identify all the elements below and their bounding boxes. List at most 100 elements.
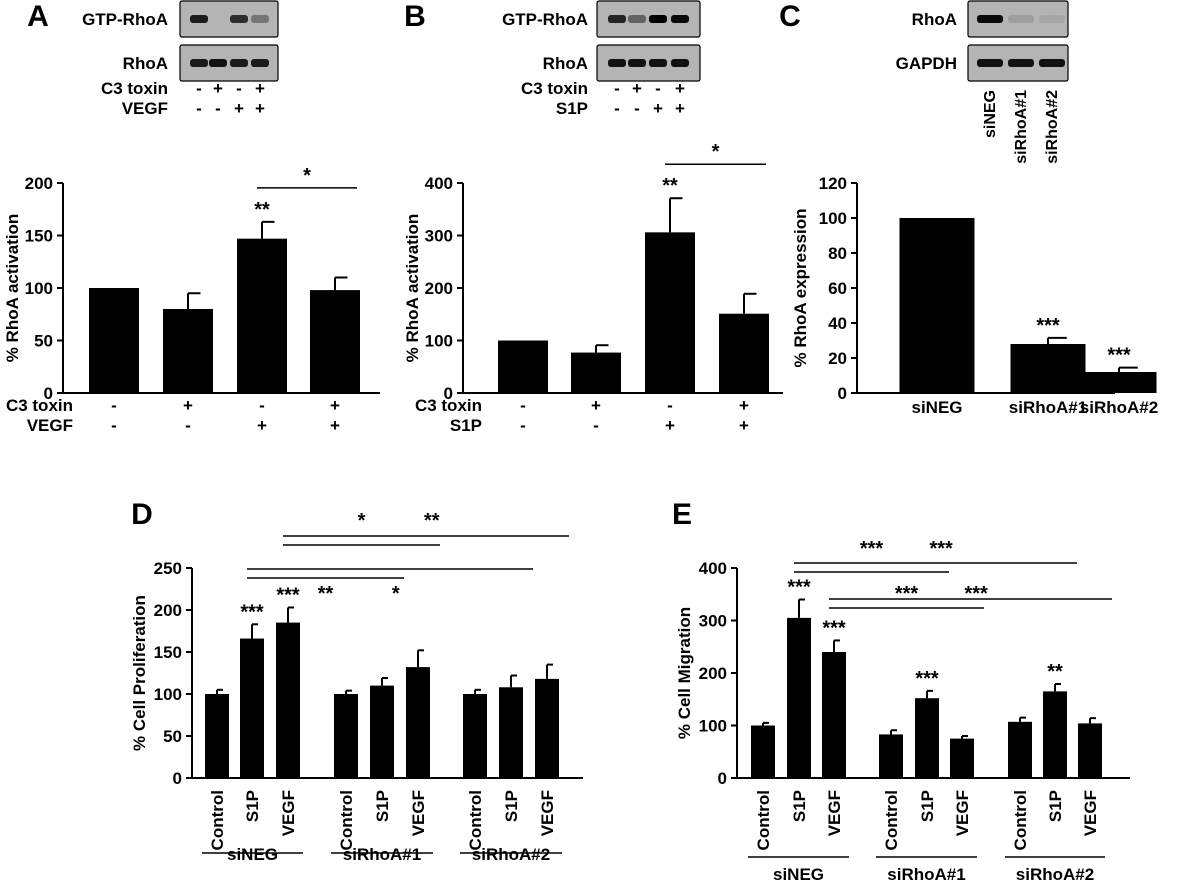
panel-a-blot-label: GTP-RhoA (82, 10, 168, 29)
panel-e-y-tick-label: 400 (699, 559, 727, 578)
panel-e-significance-star: *** (787, 577, 811, 599)
panel-d-significance-star: ** (318, 583, 334, 605)
panel-e-significance-star: *** (895, 583, 919, 605)
panel-a-blot-band (251, 15, 269, 23)
panel-b-blot-sign: - (655, 79, 661, 98)
panel-a-letter: A (27, 0, 49, 33)
panel-e-group-label: siRhoA#2 (1016, 865, 1094, 884)
panel-b-y-tick-label: 300 (425, 227, 453, 246)
panel-a-y-tick-label: 0 (44, 384, 53, 403)
panel-d-category-label: S1P (373, 790, 392, 822)
panel-a-row-sign: - (259, 396, 265, 415)
panel-d-significance-star: *** (240, 601, 264, 623)
panel-b-y-label: % RhoA activation (403, 214, 422, 363)
panel-d-group-label: siRhoA#2 (472, 845, 550, 864)
panel-e-significance-star: *** (964, 583, 988, 605)
panel-c-blot-lane-label: siNEG (982, 90, 999, 138)
panel-a-significance-star: ** (254, 199, 270, 221)
panel-b-row-sign: + (591, 396, 601, 415)
panel-b-row-sign: - (520, 416, 526, 435)
panel-e-category-label: Control (1011, 790, 1030, 850)
panel-a-blot-box (179, 0, 279, 38)
panel-c-category-label: siRhoA#1 (1009, 398, 1087, 417)
panel-b-blot-band (649, 59, 667, 67)
panel-b-blot-sign: + (675, 99, 685, 118)
panel-a-row-sign: + (330, 416, 340, 435)
panel-d-y-tick-label: 50 (163, 727, 182, 746)
panel-b-blot-band (628, 59, 646, 67)
panel-d-group-label: siRhoA#1 (343, 845, 421, 864)
panel-d-bar (334, 694, 358, 778)
panel-d-category-label: Control (208, 790, 227, 850)
panel-a-bar (163, 309, 213, 393)
panel-d-y-tick-label: 0 (173, 769, 182, 788)
panel-a-blot-label: RhoA (123, 54, 168, 73)
panel-a-row-label: C3 toxin (6, 396, 73, 415)
panel-e-group-label: siNEG (773, 865, 824, 884)
panel-c-bar (1081, 372, 1157, 393)
panel-b-row-label: S1P (450, 416, 482, 435)
panel-b-blot-band (671, 59, 689, 67)
panel-b-row-sign: - (667, 396, 673, 415)
panel-e-y-label: % Cell Migration (675, 607, 694, 739)
panel-d-bar (240, 638, 264, 778)
panel-c-y-tick-label: 100 (819, 209, 847, 228)
panel-b-blot-band (649, 15, 667, 23)
panel-e-significance-star: *** (929, 538, 953, 560)
panel-d-y-tick-label: 100 (154, 685, 182, 704)
panel-d-bar (276, 622, 300, 778)
panel-d-category-label: Control (466, 790, 485, 850)
panel-b-blot-sign: - (634, 99, 640, 118)
panel-d-bar (463, 694, 487, 778)
panel-c-blot-label: RhoA (912, 10, 957, 29)
panel-d-significance-star: ** (424, 510, 440, 532)
panel-e-category-label: VEGF (1081, 790, 1100, 836)
panel-c-bar (1010, 344, 1086, 393)
panel-c-blot-lane-label: siRhoA#2 (1044, 90, 1061, 164)
panel-b-bar (571, 352, 621, 393)
panel-b-blot-label: RhoA (543, 54, 588, 73)
panel-c-bar (899, 218, 975, 393)
panel-b-row-sign: + (739, 416, 749, 435)
panel-e-bar (1043, 691, 1067, 778)
panel-e-y-tick-label: 300 (699, 612, 727, 631)
panel-e-bar (787, 617, 811, 778)
panel-a-blot-sign: - (236, 79, 242, 98)
panel-e-bar (915, 698, 939, 778)
panel-e-y-tick-label: 200 (699, 664, 727, 683)
panel-b-bar (645, 232, 695, 393)
panel-a-y-tick-label: 100 (25, 279, 53, 298)
panel-a-row-sign: + (330, 396, 340, 415)
panel-b-blot-band (608, 59, 626, 67)
panel-a-blot-sign: + (234, 99, 244, 118)
panel-a-row-sign: - (185, 416, 191, 435)
panel-c-blot-lane-label: siRhoA#1 (1013, 90, 1030, 164)
panel-c-y-tick-label: 80 (828, 244, 847, 263)
panel-a-blot-sign: + (255, 99, 265, 118)
panel-b-blot-sign: + (675, 79, 685, 98)
panel-a-bar (89, 288, 139, 393)
panel-c-category-label: siRhoA#2 (1080, 398, 1158, 417)
panel-e-bar (879, 734, 903, 778)
panel-e-bar (1008, 721, 1032, 778)
panel-a-bar (237, 238, 287, 393)
panel-d-category-label: S1P (502, 790, 521, 822)
panel-e-bar (751, 725, 775, 778)
panel-b-y-tick-label: 100 (425, 332, 453, 351)
panel-d-bar (535, 678, 559, 778)
panel-d-significance-star: *** (276, 584, 300, 606)
panel-c-significance-star: *** (1107, 345, 1131, 367)
panel-a-blot-sign: - (215, 99, 221, 118)
panel-b-significance-star: * (712, 141, 720, 163)
panel-c-blot-band (1008, 59, 1034, 67)
panel-b-blot-label: GTP-RhoA (502, 10, 588, 29)
panel-e-y-tick-label: 100 (699, 717, 727, 736)
panel-a-blot-sign: - (196, 79, 202, 98)
panel-c-blot-band (977, 15, 1003, 23)
panel-c-blot-band (1039, 15, 1065, 23)
panel-e-significance-star: ** (1047, 661, 1063, 683)
panel-a-blot-sign: + (213, 79, 223, 98)
panel-a-blot-band (251, 59, 269, 67)
panel-a-y-tick-label: 150 (25, 227, 53, 246)
panel-b-blot-treatment-label: S1P (556, 99, 588, 118)
